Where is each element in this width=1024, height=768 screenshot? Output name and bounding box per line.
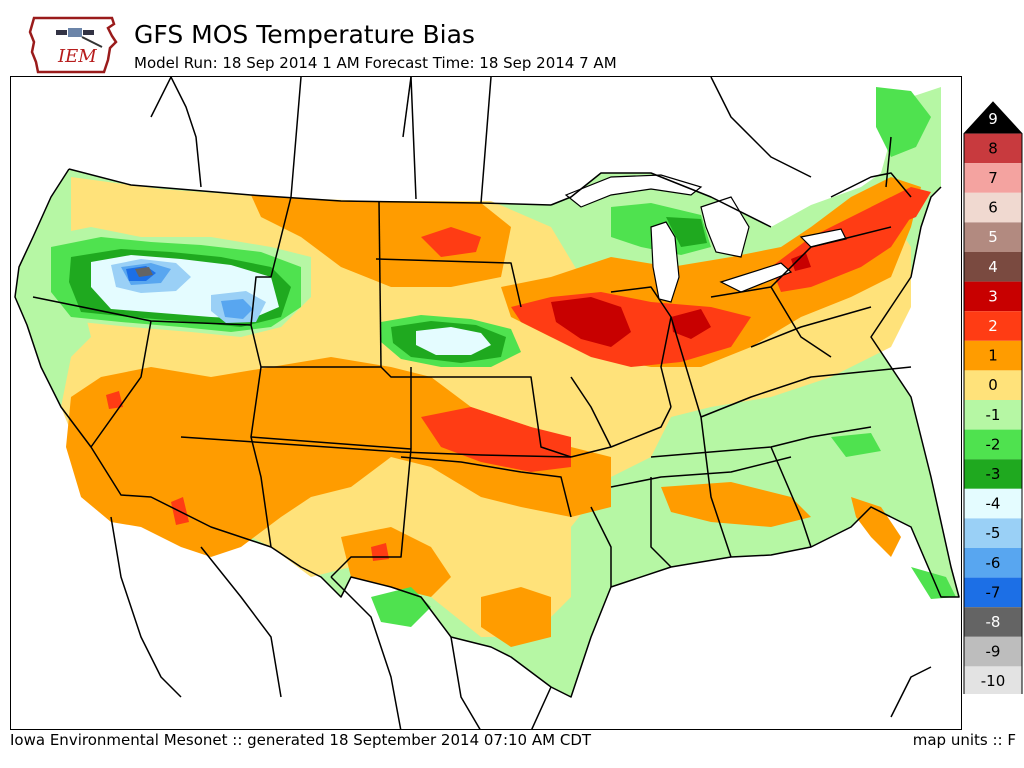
contour-2-cal bbox=[106, 391, 123, 409]
colorbar-label: 4 bbox=[988, 258, 998, 276]
colorbar-swatch bbox=[964, 311, 1022, 341]
colorbar-label: 8 bbox=[988, 139, 998, 157]
colorbar-label: 1 bbox=[988, 347, 998, 365]
units-footer: map units :: F bbox=[912, 731, 1016, 749]
contour-1-southwest bbox=[66, 357, 611, 557]
colorbar-swatch bbox=[964, 400, 1022, 430]
colorbar-swatch bbox=[964, 281, 1022, 312]
colorbar-label: 9 bbox=[988, 110, 998, 128]
contour-1-texas bbox=[341, 527, 451, 597]
contour-minus6-idaho bbox=[221, 299, 253, 319]
colorbar-swatch bbox=[964, 666, 1022, 694]
colorbar-label: -5 bbox=[986, 524, 1001, 542]
colorbar-swatch bbox=[964, 370, 1022, 400]
colorbar-swatches bbox=[963, 101, 1023, 694]
model-run-subtitle: Model Run: 18 Sep 2014 1 AM Forecast Tim… bbox=[134, 54, 617, 72]
iowa-outline-logo bbox=[28, 16, 118, 74]
contour-1-southeast bbox=[661, 482, 811, 527]
boundary-lines bbox=[14, 77, 960, 729]
lake-michigan bbox=[650, 221, 680, 303]
colorbar-label: -2 bbox=[986, 435, 1001, 453]
contour-minus2-maine bbox=[876, 87, 931, 157]
colorbar-swatch bbox=[964, 252, 1022, 282]
colorbar-label: -9 bbox=[986, 643, 1001, 661]
map-panel bbox=[10, 76, 962, 730]
colorbar-swatch bbox=[964, 340, 1022, 371]
colorbar-swatch bbox=[964, 133, 1022, 164]
colorbar-label: -3 bbox=[986, 465, 1001, 483]
contour-1-gulf bbox=[481, 587, 551, 647]
colorbar-label: 5 bbox=[988, 228, 998, 246]
colorbar-label: 6 bbox=[988, 199, 998, 217]
colorbar-labels: 9 8 7 6 5 4 3 2 1 0 -1 -2 -3 -4 -5 -6 -7 -8 -9 -10 bbox=[981, 110, 1006, 690]
colorbar-swatch bbox=[964, 102, 1022, 134]
colorbar-swatch bbox=[964, 607, 1022, 637]
colorbar-swatch bbox=[964, 163, 1022, 193]
lake-superior bbox=[564, 174, 703, 208]
colorbar-label: -6 bbox=[986, 554, 1001, 572]
page-title: GFS MOS Temperature Bias bbox=[134, 20, 475, 49]
contour-3-ohio bbox=[671, 309, 711, 339]
colorbar-legend: 9 8 7 6 5 4 3 2 1 0 -1 -2 -3 -4 -5 -6 -7 -8 -9 -10 bbox=[963, 101, 1023, 694]
colorbar-label: 7 bbox=[988, 169, 998, 187]
credit-footer: Iowa Environmental Mesonet :: generated … bbox=[10, 731, 592, 749]
contour-3-pa bbox=[791, 253, 811, 271]
lake-erie bbox=[719, 262, 793, 293]
colorbar-swatch bbox=[964, 192, 1022, 223]
contour-minus8-northwest bbox=[135, 267, 153, 277]
contour-minus4-nebraska bbox=[416, 327, 491, 355]
contour-1-florida bbox=[851, 497, 901, 557]
logo-text: IEM bbox=[57, 46, 97, 67]
colorbar-swatch bbox=[964, 429, 1022, 460]
bias-map bbox=[11, 77, 961, 729]
colorbar-frame bbox=[963, 101, 1023, 694]
colorbar-swatch bbox=[964, 518, 1022, 548]
colorbar-swatch bbox=[964, 548, 1022, 578]
contour-2-north bbox=[421, 227, 481, 257]
contour-3-iowa bbox=[551, 297, 631, 347]
colorbar-label: -10 bbox=[981, 672, 1006, 690]
contour-minus2-florida bbox=[911, 567, 956, 599]
colorbar-label: 3 bbox=[988, 287, 998, 305]
colorbar-label: -4 bbox=[986, 495, 1001, 513]
colorbar-label: 0 bbox=[988, 376, 998, 394]
colorbar-label: -8 bbox=[986, 613, 1001, 631]
colorbar-swatch bbox=[964, 459, 1022, 489]
contour-2-northeast bbox=[871, 187, 931, 227]
contour-minus2-carolinas bbox=[831, 433, 881, 457]
colorbar-label: -7 bbox=[986, 583, 1001, 601]
colorbar-label: -1 bbox=[986, 406, 1001, 424]
colorbar-label: 2 bbox=[988, 317, 998, 335]
colorbar-swatch bbox=[964, 577, 1022, 608]
iem-logo: IEM bbox=[28, 16, 118, 74]
colorbar-swatch bbox=[964, 636, 1022, 667]
contour-minus2-texas bbox=[371, 587, 431, 627]
contour-1-north bbox=[251, 195, 511, 287]
satellite-icon bbox=[56, 28, 103, 48]
lake-huron bbox=[700, 196, 750, 258]
colorbar-swatch bbox=[964, 222, 1022, 252]
colorbar-swatch bbox=[964, 488, 1022, 519]
contour-minus3-michigan bbox=[666, 217, 707, 247]
